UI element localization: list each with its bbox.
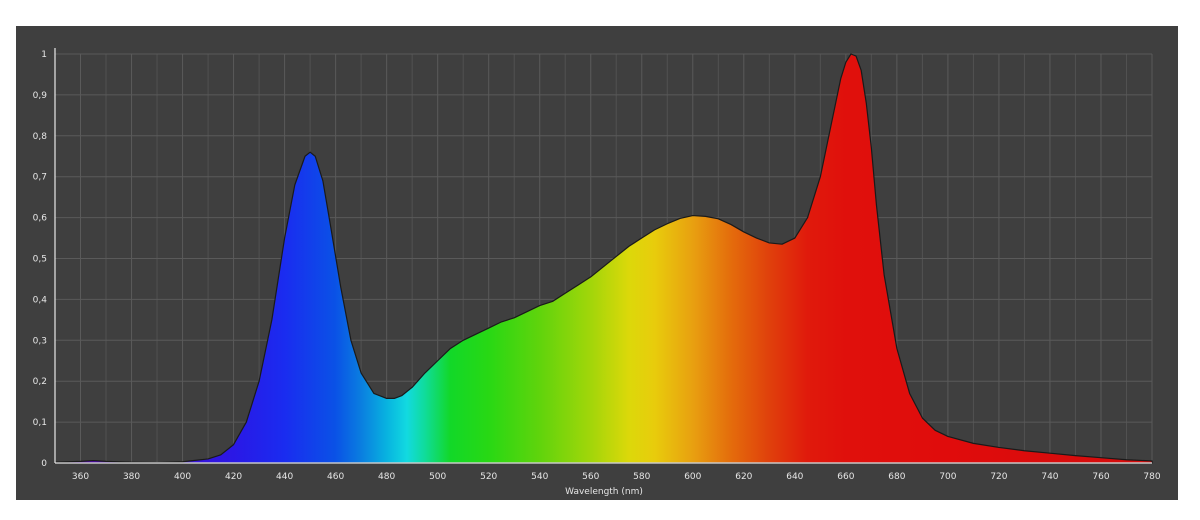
x-tick-label: 520	[480, 472, 497, 482]
y-tick-label: 0,1	[33, 418, 47, 428]
x-tick-label: 380	[123, 472, 140, 482]
x-tick-label: 400	[174, 472, 191, 482]
y-tick-label: 0,8	[33, 132, 48, 142]
x-tick-label: 460	[327, 472, 344, 482]
x-tick-label: 580	[633, 472, 650, 482]
spectrum-area	[54, 53, 1153, 464]
x-tick-label: 660	[837, 472, 854, 482]
x-tick-label: 680	[888, 472, 905, 482]
x-tick-label: 760	[1092, 472, 1109, 482]
x-tick-label: 780	[1143, 472, 1160, 482]
chart-frame: 360 380 400 420 440 460 480 500 520 540 560 580 600 6…	[16, 26, 1178, 500]
y-tick-label: 0,6	[33, 214, 48, 224]
x-tick-label: 560	[582, 472, 599, 482]
y-tick-label: 0,7	[33, 173, 47, 183]
y-tick-label: 0,9	[33, 91, 48, 101]
x-tick-label: 620	[735, 472, 752, 482]
x-tick-label: 740	[1041, 472, 1058, 482]
x-tick-label: 480	[378, 472, 395, 482]
spectrum-chart: 360 380 400 420 440 460 480 500 520 540 560 580 600 6…	[33, 48, 1161, 497]
x-tick-label: 640	[786, 472, 803, 482]
y-tick-label: 0,3	[33, 336, 47, 346]
x-tick-label: 440	[276, 472, 293, 482]
x-tick-label: 360	[72, 472, 89, 482]
x-tick-label: 700	[939, 472, 956, 482]
y-tick-label: 0,4	[33, 295, 48, 305]
x-tick-label: 500	[429, 472, 446, 482]
y-tick-label: 1	[41, 50, 47, 60]
x-tick-label: 540	[531, 472, 548, 482]
x-tick-label: 420	[225, 472, 242, 482]
y-tick-label: 0	[41, 459, 47, 469]
x-tick-label: 600	[684, 472, 701, 482]
y-tick-label: 0,2	[33, 377, 47, 387]
y-tick-label: 0,5	[33, 255, 47, 265]
x-tick-label: 720	[990, 472, 1007, 482]
x-axis-label: Wavelength (nm)	[565, 487, 643, 497]
